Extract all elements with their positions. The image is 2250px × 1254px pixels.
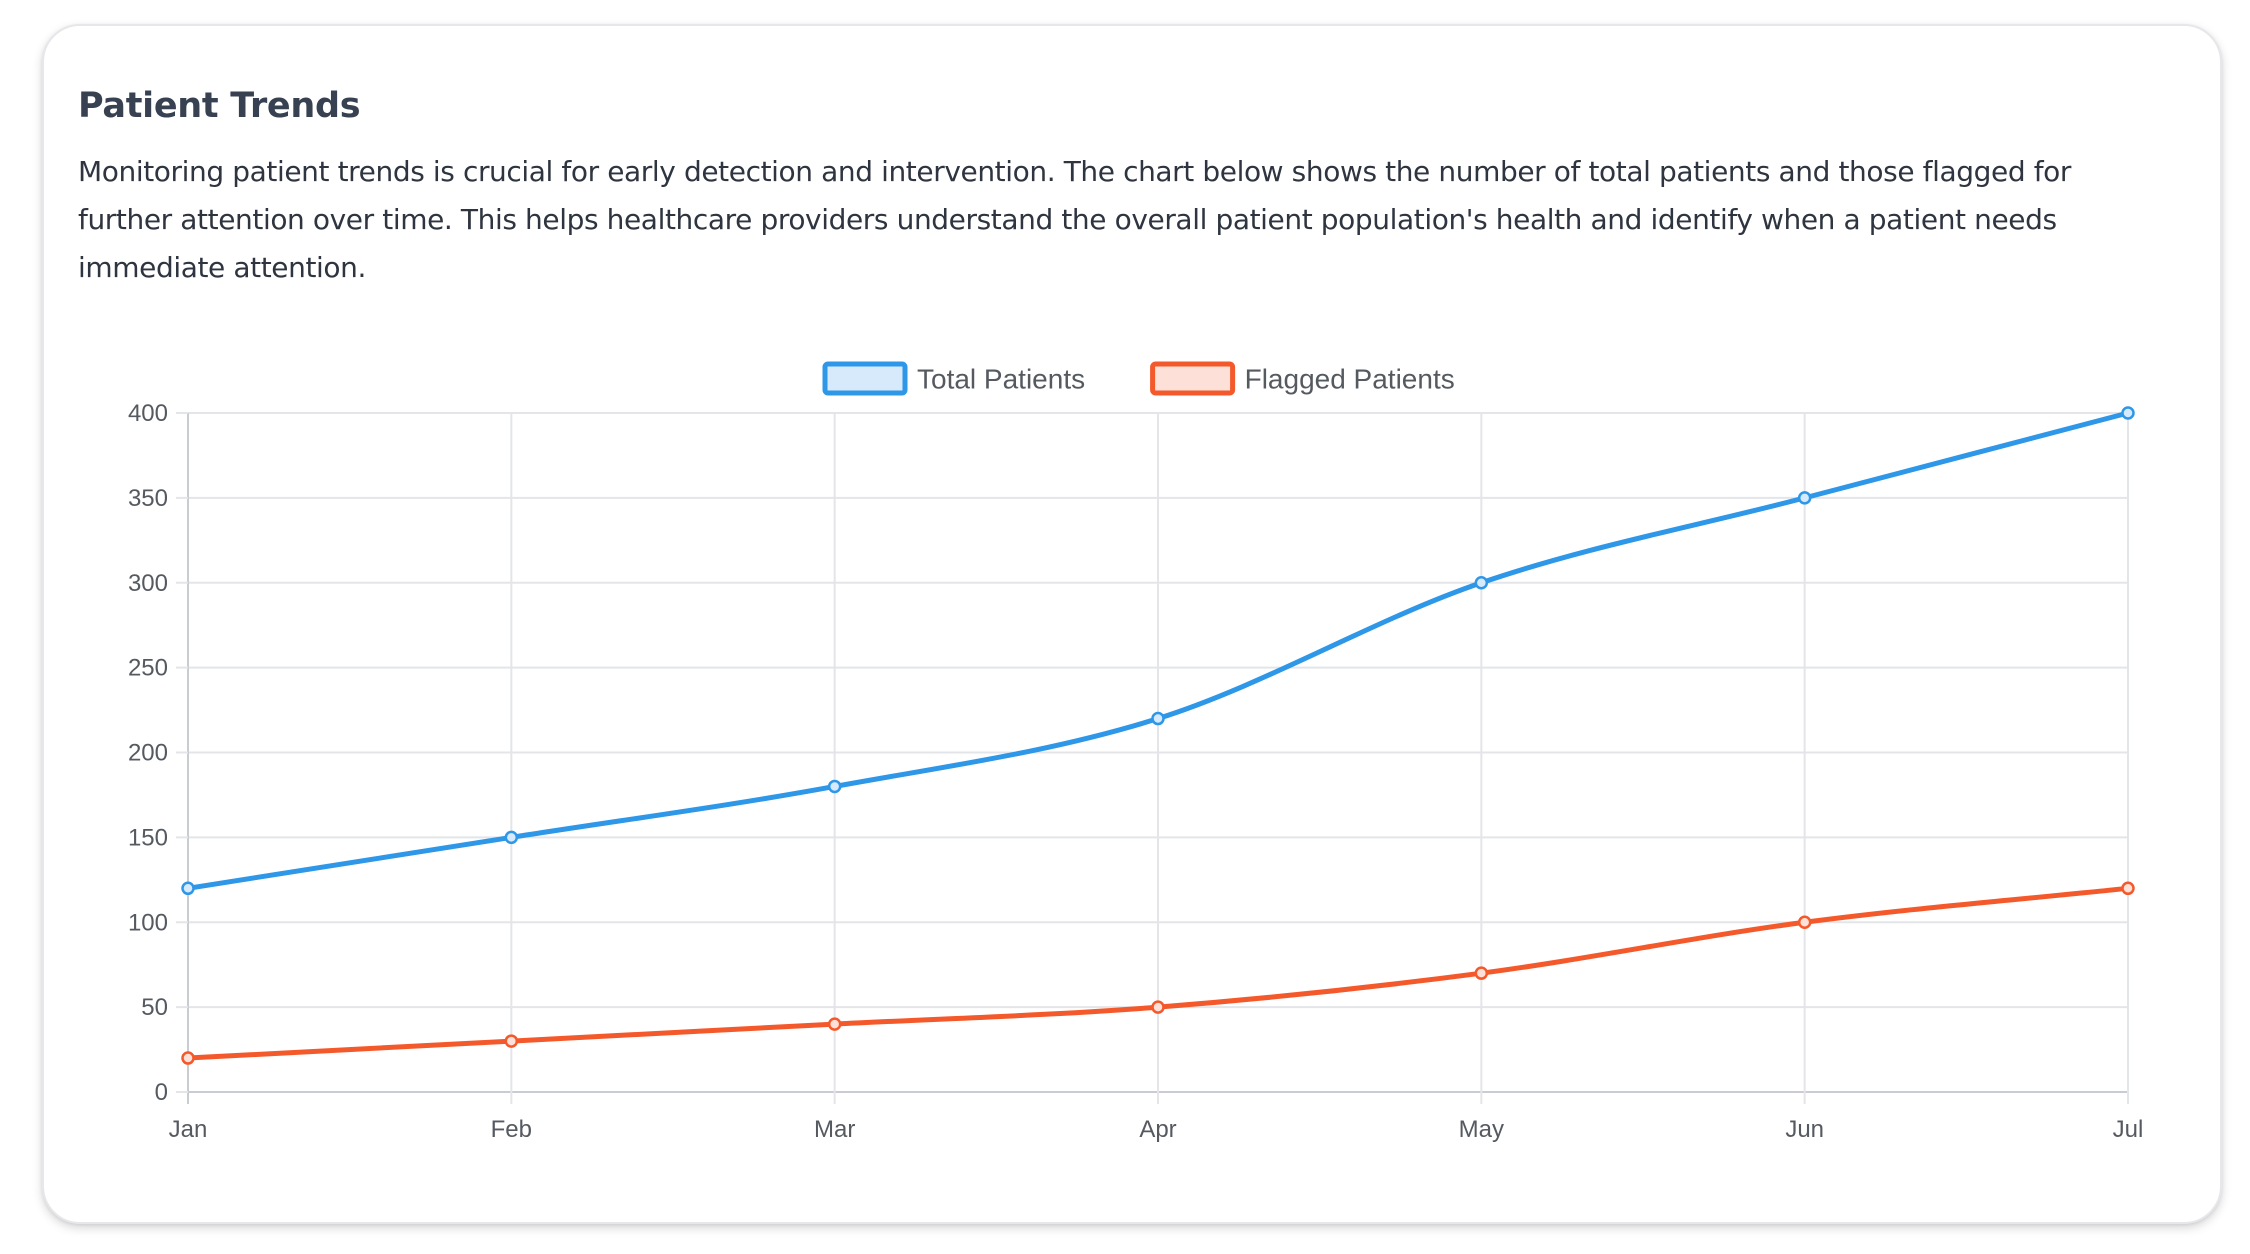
flagged-patients-point[interactable] <box>1151 1000 1165 1014</box>
total-patients-point[interactable] <box>1151 711 1165 726</box>
legend-label: Total Patients <box>917 364 1085 395</box>
chart-series <box>181 406 2135 1065</box>
total-patients-point[interactable] <box>504 830 519 845</box>
chart-axes: 0 50 100 150 200 250 300 350 400 Jan Feb Mar Apr May J… <box>128 400 2143 1143</box>
x-tick-label: Jun <box>1785 1116 1824 1143</box>
chart-grid <box>187 412 2129 1104</box>
y-tick-label: 50 <box>141 994 168 1021</box>
x-tick-label: May <box>1459 1116 1504 1143</box>
card-title: Patient Trends <box>78 86 361 126</box>
x-tick-label: Jul <box>2113 1116 2144 1143</box>
patient-trends-card <box>42 24 2222 1224</box>
card-description: Monitoring patient trends is crucial for… <box>78 155 2071 284</box>
flagged-patients-point[interactable] <box>1797 915 1812 929</box>
legend-swatch <box>1150 361 1236 396</box>
y-tick-label: 400 <box>128 400 168 427</box>
total-patients-point[interactable] <box>827 779 842 794</box>
legend-swatch <box>822 361 908 396</box>
flagged-patients-point[interactable] <box>827 1017 842 1031</box>
x-tick-label: Jan <box>169 1116 208 1143</box>
x-tick-label: Mar <box>814 1116 855 1143</box>
y-tick-label: 150 <box>128 824 168 851</box>
legend-label: Flagged Patients <box>1245 364 1455 395</box>
total-patients-point[interactable] <box>181 881 195 896</box>
legend-item-flagged-patients[interactable]: Flagged Patients <box>1150 361 1455 396</box>
x-tick-label: Feb <box>491 1116 532 1143</box>
total-patients-point[interactable] <box>1474 576 1489 590</box>
y-tick-label: 350 <box>128 485 168 512</box>
y-tick-label: 250 <box>128 655 168 682</box>
flagged-patients-point[interactable] <box>181 1051 195 1065</box>
flagged-patients-point[interactable] <box>504 1034 519 1048</box>
flagged-patients-point[interactable] <box>2121 881 2135 896</box>
total-patients-point[interactable] <box>2121 406 2135 420</box>
y-tick-label: 200 <box>128 740 168 767</box>
y-tick-label: 100 <box>128 909 168 936</box>
chart-legend[interactable]: Total Patients Flagged Patients <box>822 361 1455 396</box>
y-tick-label: 300 <box>128 570 168 597</box>
total-patients-point[interactable] <box>1797 491 1812 505</box>
x-tick-label: Apr <box>1139 1116 1176 1143</box>
y-tick-label: 0 <box>155 1079 168 1106</box>
flagged-patients-point[interactable] <box>1474 966 1489 980</box>
legend-item-total-patients[interactable]: Total Patients <box>822 361 1085 396</box>
